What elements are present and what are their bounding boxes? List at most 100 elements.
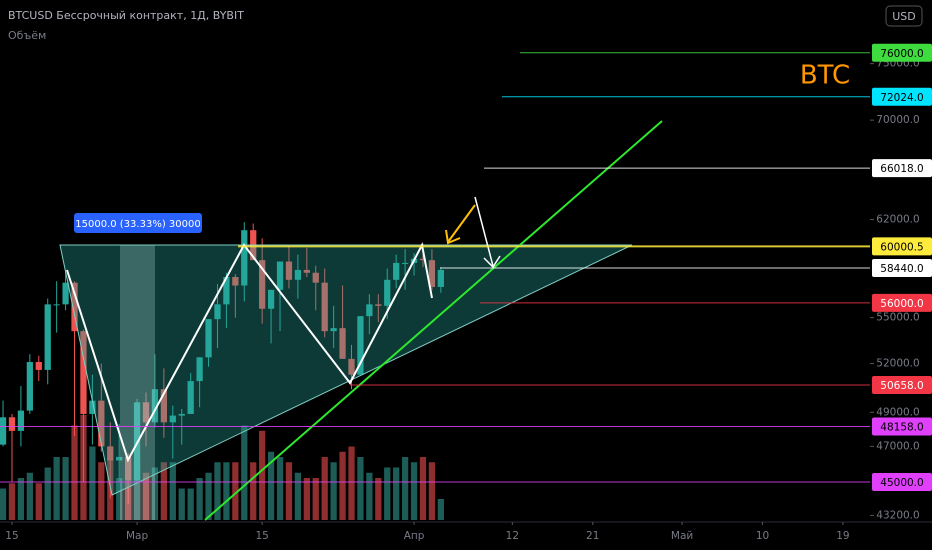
volume-bar <box>53 457 60 520</box>
candle-body <box>26 362 33 411</box>
trend-line <box>204 120 663 521</box>
volume-bar <box>89 446 96 520</box>
tag-layer: 76000.0 72024.0 66018.0 60000.5 58440.0 56000… <box>872 43 932 492</box>
candle-body <box>205 319 212 358</box>
candle-body <box>142 402 150 423</box>
candle-body <box>223 276 230 305</box>
price-tag <box>872 417 932 436</box>
price-tag-label: 50658.0 <box>880 380 923 392</box>
volume-bar <box>187 488 194 520</box>
triangle-drawing <box>59 244 633 496</box>
price-tag-label: 58440.0 <box>880 263 923 275</box>
volume-bar <box>35 483 42 520</box>
candle-body <box>8 417 16 431</box>
volume-bar <box>178 488 185 520</box>
volume-bar <box>437 499 444 520</box>
candle-body <box>89 400 96 414</box>
volume-bar <box>410 462 418 520</box>
volume-bar <box>259 430 266 520</box>
candle-body <box>169 415 176 423</box>
candle-body <box>401 262 409 264</box>
volume-bar <box>142 472 150 520</box>
volume-bar <box>357 457 364 520</box>
level-layer <box>0 52 870 483</box>
volume-bar <box>169 462 176 520</box>
candle-body <box>151 389 159 423</box>
axis-layer: 75000.070000.062000.055000.052000.049000… <box>5 58 919 542</box>
volume-bar <box>223 462 230 520</box>
x-tick-label: 10 <box>756 530 769 542</box>
volume-bar <box>44 467 51 520</box>
candle-body <box>35 362 42 370</box>
y-tick-label: 43200.0 <box>876 509 919 521</box>
volume-bar <box>312 478 319 520</box>
candle-body <box>160 389 167 423</box>
volume-bar <box>330 462 337 520</box>
candle-body <box>276 261 284 290</box>
price-tag-label: 76000.0 <box>880 48 923 60</box>
volume-bar <box>276 457 284 520</box>
candle-body <box>437 269 444 287</box>
candle-body <box>375 304 382 306</box>
volume-bar <box>160 462 167 520</box>
price-tag-label: 48158.0 <box>880 421 923 433</box>
volume-bar <box>321 457 328 520</box>
candle-body <box>357 316 364 375</box>
volume-bar <box>348 446 355 520</box>
candle-body <box>321 282 328 332</box>
candle-body <box>384 279 391 306</box>
volume-bar <box>116 478 123 520</box>
price-tag <box>872 258 932 277</box>
candle-body <box>187 381 194 414</box>
price-tag-label: 72024.0 <box>880 92 923 104</box>
candle-body <box>330 328 337 332</box>
volume-label: Объём <box>8 29 46 42</box>
arrow-drawing <box>447 204 476 243</box>
volume-bar <box>151 467 159 520</box>
currency-box[interactable] <box>885 5 923 27</box>
candle-body <box>428 260 436 287</box>
price-tag-label: 66018.0 <box>880 163 923 175</box>
volume-bar <box>214 462 221 520</box>
candle-body <box>196 357 203 382</box>
price-tag <box>872 376 932 395</box>
x-tick-label: 21 <box>586 530 599 542</box>
volume-bar <box>419 457 427 520</box>
candle-body <box>241 230 248 286</box>
volume-bar <box>285 462 293 520</box>
candle-body <box>53 304 60 306</box>
volume-layer <box>0 415 444 520</box>
y-tick-label: 62000.0 <box>876 214 919 226</box>
candle-body <box>294 269 302 280</box>
y-tick-label: 49000.0 <box>876 406 919 418</box>
volume-bar <box>250 462 257 520</box>
measure-box <box>74 213 202 233</box>
candle-body <box>98 400 105 447</box>
price-tag <box>872 237 932 256</box>
volume-bar <box>294 472 302 520</box>
x-tick-label: Апр <box>404 530 425 542</box>
y-tick-label: 55000.0 <box>876 312 919 324</box>
candle-body <box>44 304 51 370</box>
volume-bar <box>205 472 212 520</box>
candle-body <box>125 456 132 481</box>
chart-title: BTCUSD Бессрочный контракт, 1Д, BYBIT <box>8 9 244 22</box>
volume-bar <box>339 451 346 520</box>
price-tag <box>872 293 932 312</box>
y-tick-label: 70000.0 <box>876 114 919 126</box>
candle-body <box>393 262 400 280</box>
currency[interactable]: USD <box>892 10 916 23</box>
candle-body <box>339 328 346 359</box>
arrow-drawing <box>474 196 494 267</box>
x-tick-label: Мар <box>126 530 148 542</box>
candle-body <box>419 258 427 261</box>
volume-bar <box>428 462 436 520</box>
candle-body <box>348 358 355 375</box>
price-tag-label: 60000.5 <box>880 241 923 253</box>
measure-band <box>120 245 155 520</box>
candle-body <box>259 260 266 309</box>
arrow-head <box>445 229 461 245</box>
